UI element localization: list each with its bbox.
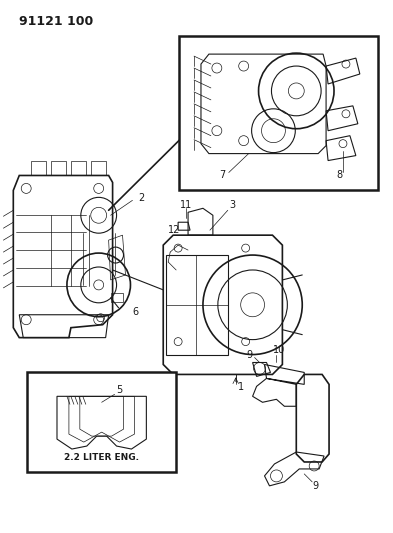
Text: 9: 9: [247, 350, 253, 360]
Text: 8: 8: [336, 171, 342, 181]
Text: 10: 10: [272, 344, 285, 354]
Text: 11: 11: [180, 200, 192, 211]
Text: 12: 12: [168, 225, 180, 235]
Text: 7: 7: [219, 171, 225, 181]
Text: 5: 5: [117, 385, 123, 395]
Text: 6: 6: [132, 307, 139, 317]
Bar: [27, 373, 176, 472]
Bar: [179, 36, 378, 190]
Text: 1: 1: [238, 382, 244, 392]
Text: 2.2 LITER ENG.: 2.2 LITER ENG.: [64, 453, 139, 462]
Text: 3: 3: [230, 200, 236, 211]
Text: 2: 2: [138, 193, 145, 204]
Text: 9: 9: [312, 481, 318, 491]
Text: 91121 100: 91121 100: [19, 15, 94, 28]
